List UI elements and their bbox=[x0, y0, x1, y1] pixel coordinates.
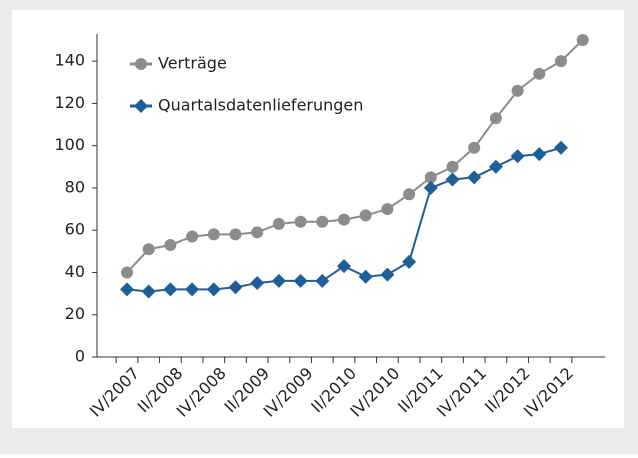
point bbox=[294, 215, 307, 228]
y-tick-label: 40 bbox=[65, 262, 85, 281]
point bbox=[532, 147, 547, 162]
point bbox=[489, 112, 502, 125]
point bbox=[272, 217, 285, 230]
point bbox=[163, 282, 178, 297]
point bbox=[358, 269, 373, 284]
point bbox=[533, 67, 546, 80]
point bbox=[381, 203, 394, 216]
point bbox=[228, 280, 243, 295]
point bbox=[186, 230, 199, 243]
point bbox=[446, 160, 459, 173]
point bbox=[467, 170, 482, 185]
point bbox=[554, 140, 568, 155]
point bbox=[402, 254, 417, 269]
y-tick-label: 120 bbox=[54, 93, 85, 112]
point bbox=[206, 282, 221, 297]
point bbox=[488, 159, 503, 174]
point bbox=[271, 273, 286, 288]
point bbox=[423, 180, 438, 195]
point bbox=[185, 282, 200, 297]
point bbox=[134, 99, 148, 113]
point bbox=[359, 209, 372, 222]
legend-label: Verträge bbox=[158, 54, 227, 73]
point bbox=[164, 238, 177, 251]
point bbox=[120, 282, 134, 297]
y-tick-label: 100 bbox=[54, 135, 85, 154]
point bbox=[445, 172, 460, 187]
point bbox=[510, 149, 525, 164]
point bbox=[135, 58, 147, 70]
legend-label: Quartalsdatenlieferungen bbox=[158, 96, 363, 115]
point bbox=[555, 55, 567, 68]
series-line bbox=[126, 39, 584, 274]
y-tick-label: 20 bbox=[65, 304, 85, 323]
point bbox=[142, 243, 155, 256]
y-tick-label: 0 bbox=[75, 347, 85, 366]
point bbox=[315, 273, 330, 288]
point bbox=[576, 34, 589, 46]
point bbox=[511, 84, 524, 97]
point bbox=[380, 267, 395, 282]
point bbox=[141, 284, 156, 299]
y-tick-label: 80 bbox=[65, 177, 85, 196]
point bbox=[121, 266, 133, 279]
point bbox=[316, 215, 329, 228]
y-tick-label: 60 bbox=[65, 220, 85, 239]
point bbox=[229, 228, 242, 241]
point bbox=[293, 273, 308, 288]
point bbox=[251, 226, 264, 239]
point bbox=[337, 259, 351, 274]
point bbox=[468, 141, 481, 154]
point bbox=[338, 213, 350, 226]
y-tick-label: 140 bbox=[54, 51, 85, 70]
point bbox=[403, 188, 416, 201]
point bbox=[207, 228, 220, 241]
point bbox=[424, 171, 437, 184]
point bbox=[250, 276, 265, 291]
